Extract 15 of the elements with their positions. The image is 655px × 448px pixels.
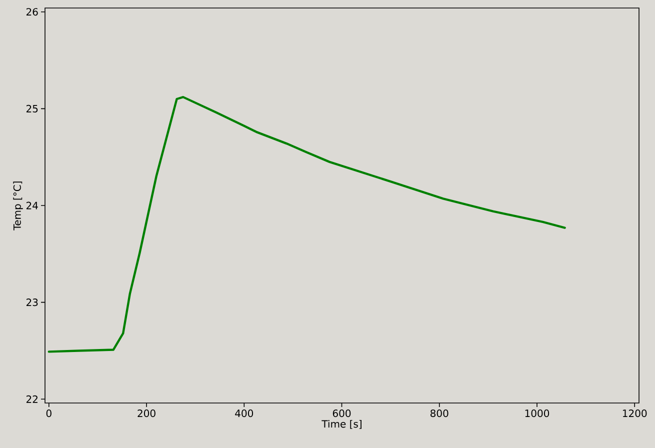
x-tick-label: 600	[332, 410, 351, 418]
x-tick-label: 200	[138, 410, 156, 418]
y-tick-label: 26	[26, 8, 38, 16]
y-tick-label: 24	[26, 202, 38, 210]
line-series	[48, 96, 566, 353]
x-tick-label: 1000	[525, 410, 550, 418]
y-tick-label: 22	[26, 395, 38, 403]
x-tick-label: 0	[46, 410, 52, 418]
x-tick-label: 800	[430, 410, 448, 418]
x-tick-label: 400	[235, 410, 254, 418]
y-axis-title: Temp [°C]	[13, 182, 23, 230]
y-tick-label: 25	[26, 104, 38, 112]
y-tick-label: 23	[26, 298, 38, 306]
x-tick-label: 1200	[622, 410, 647, 418]
x-axis-title: Time [s]	[322, 420, 362, 429]
